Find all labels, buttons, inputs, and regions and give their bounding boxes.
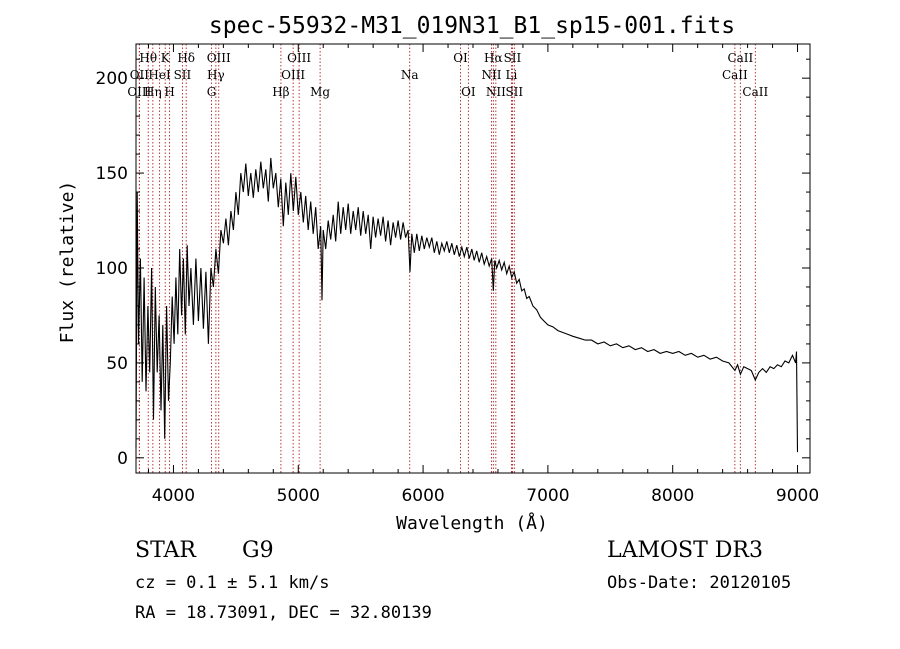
line-label-7: H [164, 85, 174, 99]
line-label-0: Hθ [139, 51, 157, 65]
line-label-1: OII [130, 68, 150, 82]
x-tick-label-5: 9000 [776, 486, 819, 506]
x-tick-label-2: 6000 [401, 486, 444, 506]
y-tick-label-3: 150 [96, 164, 128, 184]
y-tick-label-1: 50 [106, 354, 128, 374]
x-axis-label: Wavelength (Å) [396, 512, 548, 534]
y-tick-label-0: 0 [117, 449, 128, 469]
line-label-12: OIII [287, 51, 311, 65]
observation-date: Obs-Date: 20120105 [607, 573, 792, 593]
line-label-19: Hα [484, 51, 503, 65]
line-label-8: Hδ [177, 51, 195, 65]
line-label-10: Hγ [207, 68, 225, 82]
line-label-14: Hβ [272, 85, 289, 99]
line-label-20: NII [481, 68, 501, 82]
x-axis-ticks: 4000 5000 6000 7000 8000 9000 [147, 44, 819, 506]
line-label-21: NII [486, 85, 506, 99]
plot-frame [135, 43, 811, 474]
line-label-13: OIII [281, 68, 305, 82]
line-label-11: G [207, 85, 217, 99]
line-label-5: Hη [144, 85, 162, 99]
x-tick-label-0: 4000 [152, 486, 195, 506]
chart-title: spec-55932-M31_019N31_B1_sp15-001.fits [209, 13, 735, 39]
line-label-25: CaII [727, 51, 753, 65]
y-axis-ticks: 0 50 100 150 200 [96, 58, 810, 469]
redshift-readout: cz = 0.1 ± 5.1 km/s [135, 573, 330, 593]
line-label-24: SII [505, 85, 523, 99]
line-label-22: SII [504, 51, 522, 65]
line-label-15: Mg [310, 85, 330, 99]
y-tick-label-2: 100 [96, 259, 128, 279]
line-label-16: Na [401, 68, 419, 82]
y-axis-label: Flux (relative) [57, 181, 78, 344]
line-label-17: OI [453, 51, 468, 65]
x-tick-label-3: 7000 [526, 486, 569, 506]
line-label-4: HeI [148, 68, 171, 82]
object-class: STAR [135, 538, 196, 563]
line-label-2: OIII [127, 85, 151, 99]
x-tick-label-1: 5000 [277, 486, 320, 506]
x-tick-label-4: 8000 [651, 486, 694, 506]
y-tick-label-4: 200 [96, 69, 128, 89]
line-label-27: CaII [742, 85, 768, 99]
line-label-26: CaII [722, 68, 748, 82]
coordinates-readout: RA = 18.73091, DEC = 32.80139 [135, 603, 432, 623]
object-subclass: G9 [242, 538, 274, 563]
line-label-6: SII [174, 68, 192, 82]
line-label-23: Li [506, 68, 518, 82]
line-label-9: OIII [207, 51, 231, 65]
spectral-line-markers [138, 44, 756, 473]
line-label-3: K [161, 51, 171, 65]
line-label-18: OI [461, 85, 476, 99]
flux-series-line [135, 157, 799, 453]
survey-name: LAMOST DR3 [607, 538, 763, 563]
